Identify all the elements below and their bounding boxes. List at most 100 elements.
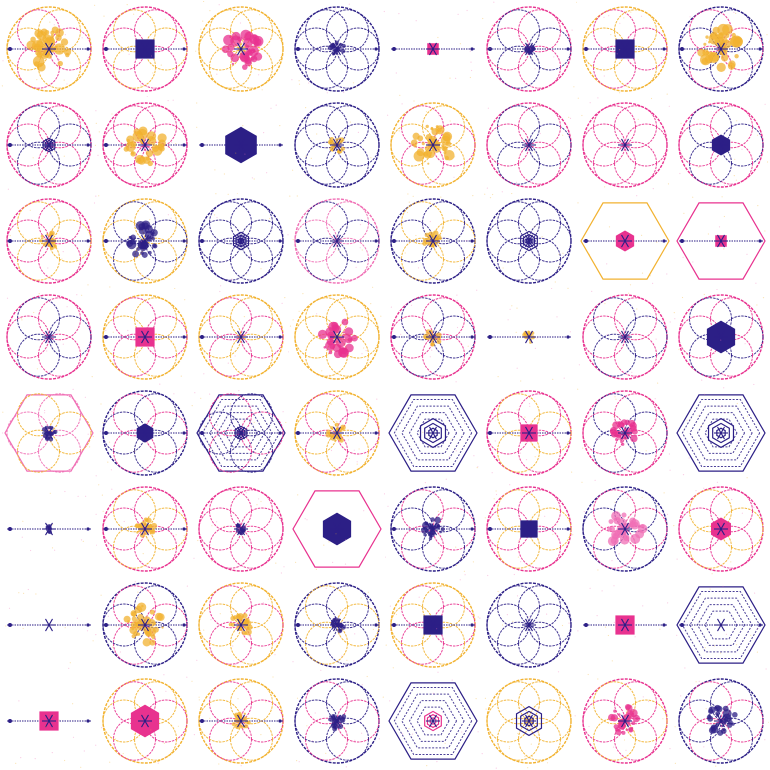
pattern-tile: [481, 97, 577, 193]
axis-end-dot: [86, 527, 90, 531]
axis-end-dot: [8, 623, 12, 627]
tile-drawing: [198, 193, 289, 287]
speckle-noise: [482, 1, 577, 88]
petal-circle: [326, 429, 369, 473]
center-star: [714, 426, 728, 440]
petal-circle: [422, 489, 465, 533]
petal-circle: [720, 123, 764, 167]
petal-circle: [689, 105, 732, 149]
axis-end-dot: [8, 527, 12, 531]
speckle-noise: [98, 484, 185, 563]
petal-circle: [497, 717, 540, 761]
hex-ring: [408, 412, 458, 454]
center-star: [330, 426, 344, 440]
center-blob: [697, 23, 743, 72]
pattern-tile: [385, 481, 481, 577]
petal-circle: [209, 525, 252, 569]
petal-circle: [17, 297, 60, 341]
axis-end-dot: [104, 47, 108, 51]
petal-circle: [38, 297, 81, 341]
axis-end-dot: [374, 431, 378, 435]
pattern-tile: [577, 1, 673, 97]
center-star: [42, 42, 56, 56]
center-star: [138, 138, 152, 152]
tile-drawing: [385, 482, 476, 576]
center-star: [618, 330, 632, 344]
tile-drawing: [102, 294, 188, 385]
petal-circle: [305, 681, 348, 725]
tile-drawing: [481, 678, 576, 769]
petal-circle: [614, 9, 657, 53]
center-star: [42, 522, 56, 536]
petal-circle: [401, 297, 444, 341]
tile-drawing: [100, 581, 188, 668]
center-star: [714, 234, 728, 248]
petal-circle: [230, 237, 273, 281]
pattern-tile: [289, 289, 385, 385]
petal-circle: [710, 45, 753, 89]
speckle-noise: [6, 293, 93, 378]
center-star: [42, 426, 56, 440]
petal-circle: [497, 681, 540, 725]
speckle-noise: [577, 97, 670, 190]
tile-drawing: [673, 481, 764, 575]
pattern-tile: [385, 673, 481, 769]
center-star: [522, 42, 536, 56]
speckle-noise: [497, 305, 571, 382]
axis-end-dot: [278, 239, 282, 243]
petal-circle: [593, 333, 636, 377]
axis-end-dot: [662, 623, 666, 627]
pattern-tile: [97, 1, 193, 97]
speckle-noise: [100, 581, 188, 653]
petal-circle: [230, 489, 273, 533]
pattern-tile: [97, 193, 193, 289]
hex-ring: [416, 418, 450, 448]
petal-circle: [305, 105, 348, 149]
center-star: [618, 42, 632, 56]
axis-end-dot: [392, 623, 396, 627]
center-star: [330, 522, 344, 536]
tile-drawing: [578, 290, 671, 384]
tile-drawing: [7, 700, 97, 768]
pattern-tile: [193, 1, 289, 97]
center-ring: [234, 425, 248, 441]
hex-ring: [681, 591, 761, 659]
petal-circle: [38, 237, 81, 281]
speckle-noise: [101, 674, 193, 764]
axis-end-dot: [182, 431, 186, 435]
petal-circle: [497, 621, 540, 665]
petal-circle: [230, 333, 273, 377]
tile-drawing: [99, 390, 193, 476]
tile-drawing: [294, 390, 380, 477]
speckle-noise: [292, 107, 372, 176]
petal-circle: [134, 297, 177, 341]
petal-circle: [624, 123, 668, 167]
petal-circle: [209, 621, 252, 665]
petal-circle: [497, 489, 540, 533]
speckle-noise: [387, 100, 456, 178]
axis-end-dot: [470, 335, 474, 339]
pattern-tile: [481, 193, 577, 289]
hex-ring: [681, 399, 761, 467]
petal-circle: [422, 585, 465, 629]
pattern-tile: [193, 193, 289, 289]
tile-drawing: [196, 582, 284, 668]
center-ring: [232, 231, 250, 251]
pattern-tile: [577, 673, 673, 769]
axis-end-dot: [8, 47, 12, 51]
petal-circle: [497, 105, 540, 149]
petal-circle: [497, 45, 540, 89]
petal-circle: [38, 393, 81, 437]
axis-end-dot: [86, 239, 90, 243]
center-star: [42, 618, 56, 632]
petal-circle: [689, 489, 732, 533]
pattern-tile: [673, 385, 769, 481]
pattern-tile: [385, 1, 481, 97]
pattern-tile: [97, 673, 193, 769]
petal-circle: [326, 45, 369, 89]
petal-circle: [38, 105, 81, 149]
pattern-tile: [193, 577, 289, 673]
hex-ring: [408, 700, 458, 742]
center-star: [522, 234, 536, 248]
center-star: [522, 426, 536, 440]
